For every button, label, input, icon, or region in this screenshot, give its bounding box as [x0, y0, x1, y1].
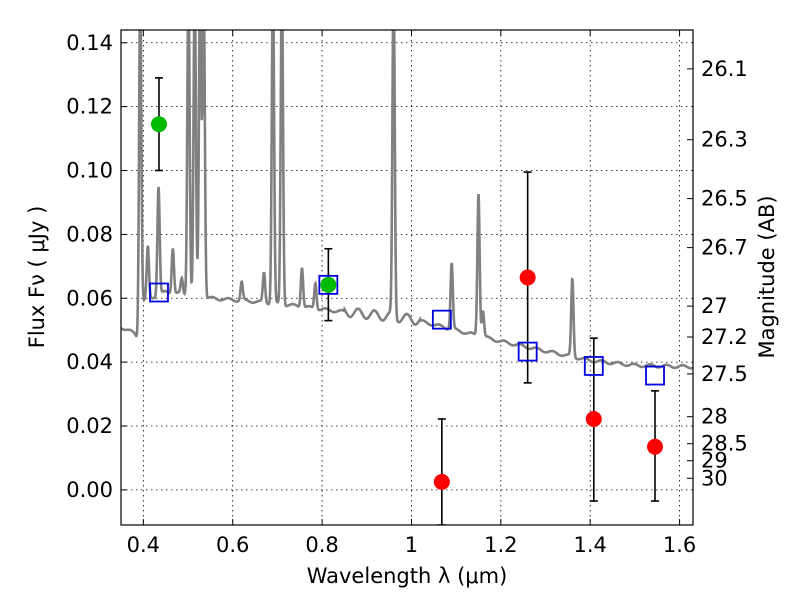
data-point [647, 438, 664, 455]
y-tick-label: 0.08 [66, 222, 113, 246]
data-point [320, 276, 337, 293]
data-point [433, 473, 450, 490]
model-spectrum [121, 30, 693, 370]
right-tick-label: 26.7 [701, 236, 748, 260]
x-tick-label: 0.6 [216, 533, 249, 557]
right-tick-label: 27.5 [701, 362, 748, 386]
data-points [149, 116, 665, 490]
model-point [583, 356, 604, 376]
x-axis-label: Wavelength λ (μm) [307, 564, 508, 588]
data-point [585, 410, 602, 427]
right-tick-label: 27 [701, 294, 728, 318]
x-axis: 0.4 0.6 0.8 1 1.2 1.4 1.6 [127, 30, 696, 557]
right-tick-label: 27.2 [701, 325, 748, 349]
model-point [149, 282, 169, 303]
x-tick-label: 0.8 [305, 533, 338, 557]
right-tick-label: 26.5 [701, 187, 748, 211]
x-tick-label: 1.6 [663, 533, 696, 557]
error-bars [154, 77, 660, 525]
x-tick-label: 1 [405, 533, 418, 557]
y-tick-label: 0.06 [66, 286, 113, 310]
right-axis-label: Magnitude (AB) [755, 195, 779, 358]
y-tick-label: 0.14 [66, 31, 113, 55]
right-tick-label: 30 [701, 466, 728, 490]
right-tick-label: 28 [701, 405, 728, 429]
x-tick-label: 0.4 [127, 533, 160, 557]
model-point [318, 274, 339, 295]
y-tick-label: 0.10 [66, 159, 113, 183]
y-axis-label: Flux Fν ( μJy ) [25, 206, 49, 349]
model-point [431, 309, 452, 330]
x-tick-label: 1.2 [484, 533, 517, 557]
right-tick-label: 26.3 [701, 128, 748, 152]
data-point [150, 116, 167, 133]
y-tick-label: 0.12 [66, 95, 113, 119]
right-tick-label: 28.5 [701, 432, 748, 456]
data-point [519, 269, 536, 286]
right-tick-label: 29 [701, 449, 728, 473]
right-tick-label: 26.1 [701, 57, 748, 81]
y-tick-label: 0.02 [66, 414, 113, 438]
y-tick-label: 0.04 [66, 350, 113, 374]
model-point [517, 341, 538, 362]
x-tick-label: 1.4 [574, 533, 607, 557]
y-axis: 0.00 0.02 0.04 0.06 0.08 0.10 0.12 0.14 [66, 31, 127, 502]
y-tick-label: 0.00 [66, 478, 113, 502]
plot-frame [120, 29, 694, 526]
spectrum-line [121, 30, 693, 370]
model-point [645, 365, 665, 386]
